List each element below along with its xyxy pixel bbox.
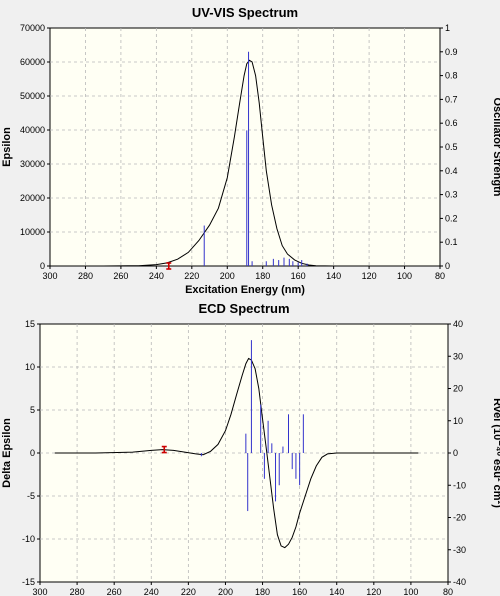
x-tick-label: 240 [144, 587, 159, 596]
y-tick-label: 10000 [20, 227, 45, 237]
plot-area [49, 27, 441, 267]
y-tick-label: 0 [40, 261, 45, 271]
y-tick-label: 5 [30, 405, 35, 415]
marker [166, 262, 172, 270]
y2-tick-label: 1 [445, 23, 450, 33]
y2-tick-label: 0 [453, 448, 458, 458]
y2-tick-label: 0 [445, 261, 450, 271]
y2-tick-label: 0.5 [445, 142, 458, 152]
y2-tick-label: -20 [453, 513, 466, 523]
y2-tick-label: -10 [453, 480, 466, 490]
x-tick-label: 260 [113, 271, 128, 281]
y-tick-label: -5 [27, 491, 35, 501]
y2-tick-label: 20 [453, 384, 463, 394]
y2-tick-label: 10 [453, 416, 463, 426]
x-tick-label: 260 [107, 587, 122, 596]
x-tick-label: 300 [32, 587, 47, 596]
y2-axis-label: Rvel (10⁻⁴⁰ esu² cm²) [491, 398, 500, 508]
y2-tick-label: -40 [453, 577, 466, 587]
y2-tick-label: 0.1 [445, 237, 458, 247]
x-tick-label: 180 [255, 587, 270, 596]
y-tick-label: 40000 [20, 125, 45, 135]
x-tick-label: 240 [149, 271, 164, 281]
x-tick-label: 120 [362, 271, 377, 281]
y-tick-label: 15 [25, 319, 35, 329]
y2-tick-label: 0.2 [445, 213, 458, 223]
y-tick-label: 50000 [20, 91, 45, 101]
x-tick-label: 300 [42, 271, 57, 281]
x-tick-label: 220 [184, 271, 199, 281]
y-tick-label: 60000 [20, 57, 45, 67]
x-tick-label: 280 [78, 271, 93, 281]
x-tick-label: 140 [329, 587, 344, 596]
y2-tick-label: 40 [453, 319, 463, 329]
x-tick-label: 200 [220, 271, 235, 281]
x-tick-label: 220 [181, 587, 196, 596]
y2-tick-label: 0.3 [445, 190, 458, 200]
y-axis-label: Delta Epsilon [1, 418, 13, 488]
chart-title: UV-VIS Spectrum [192, 5, 298, 20]
x-axis-label: Excitation Energy (nm) [185, 284, 305, 296]
x-tick-label: 280 [70, 587, 85, 596]
y-tick-label: 70000 [20, 23, 45, 33]
y2-tick-label: -30 [453, 545, 466, 555]
y-tick-label: 20000 [20, 193, 45, 203]
y-tick-label: 30000 [20, 159, 45, 169]
x-tick-label: 80 [435, 271, 445, 281]
y-tick-label: -15 [22, 577, 35, 587]
y-tick-label: 10 [25, 362, 35, 372]
x-tick-label: 200 [218, 587, 233, 596]
y2-axis-label: Oscillator Strength [491, 97, 500, 196]
y2-tick-label: 0.7 [445, 94, 458, 104]
y2-tick-label: 30 [453, 351, 463, 361]
marker [161, 445, 167, 454]
x-tick-label: 160 [292, 587, 307, 596]
x-tick-label: 100 [397, 271, 412, 281]
spectrum-curve [54, 357, 419, 549]
y2-tick-label: 0.6 [445, 118, 458, 128]
x-tick-label: 140 [326, 271, 341, 281]
x-tick-label: 180 [255, 271, 270, 281]
chart-title: ECD Spectrum [198, 301, 289, 316]
y-axis-label: Epsilon [1, 127, 13, 167]
x-tick-label: 80 [443, 587, 453, 596]
x-tick-label: 120 [366, 587, 381, 596]
y-tick-label: -10 [22, 534, 35, 544]
y-tick-label: 0 [30, 448, 35, 458]
y2-tick-label: 0.4 [445, 166, 458, 176]
spectrum-curve [64, 59, 412, 267]
x-tick-label: 100 [403, 587, 418, 596]
x-tick-label: 160 [291, 271, 306, 281]
y2-tick-label: 0.8 [445, 71, 458, 81]
y2-tick-label: 0.9 [445, 47, 458, 57]
